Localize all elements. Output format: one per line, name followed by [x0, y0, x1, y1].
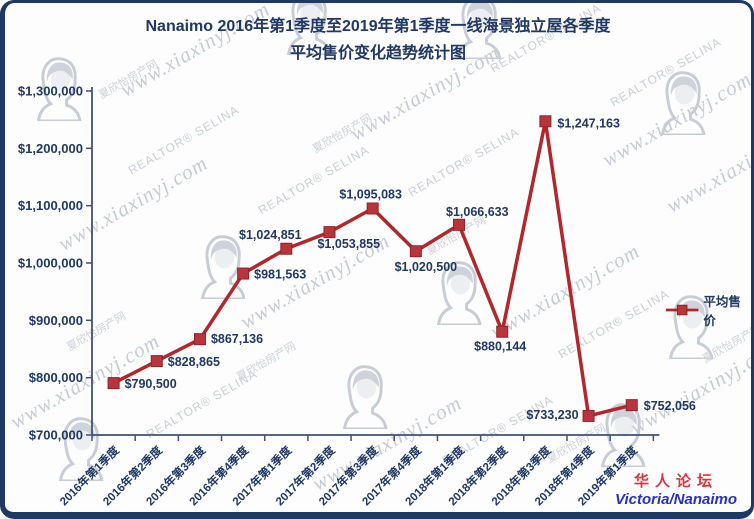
y-axis-tick-label: $800,000: [29, 370, 83, 385]
branding: 华人论坛 Victoria/Nanaimo: [615, 470, 737, 508]
y-axis-tick-label: $1,200,000: [18, 141, 83, 156]
legend-label: 平均售价: [703, 295, 741, 328]
data-point-label: $880,144: [474, 340, 526, 354]
data-point-label: $1,053,855: [317, 237, 380, 251]
data-point-label: $981,563: [254, 268, 306, 282]
data-point-label: $752,056: [644, 399, 696, 413]
data-point-marker: [625, 399, 638, 412]
data-point-marker: [582, 409, 595, 422]
y-axis-tick-label: $700,000: [29, 428, 83, 443]
data-point-marker: [193, 333, 206, 346]
chart-title-line2: 平均售价变化趋势统计图: [289, 45, 466, 62]
data-point-label: $1,024,851: [239, 228, 302, 242]
forum-name: 华人论坛: [634, 474, 719, 490]
data-point-marker: [409, 245, 422, 258]
data-point-label: $1,095,083: [339, 187, 402, 201]
chart-title: Nanaimo 2016年第1季度至2019年第1季度一线海景独立屋各季度 平均…: [5, 13, 751, 67]
price-trend-line: [112, 119, 633, 418]
y-axis-tick-label: $900,000: [29, 313, 83, 328]
data-point-label: $733,230: [526, 408, 578, 422]
data-point-marker: [107, 377, 120, 390]
data-point-label: $867,136: [211, 332, 263, 346]
data-point-label: $828,865: [168, 355, 220, 369]
y-axis-tick-label: $1,100,000: [18, 198, 83, 213]
y-axis-tick-label: $1,000,000: [18, 256, 83, 271]
data-point-marker: [453, 218, 466, 231]
price-trend-chart: $700,000 $800,000 $900,000 $1,000,000 $1,100…: [18, 84, 696, 509]
data-point-marker: [496, 325, 509, 338]
legend-line-marker-icon: [665, 304, 699, 316]
y-axis-tick-label: $1,300,000: [18, 84, 83, 99]
data-point-marker: [150, 355, 163, 368]
data-point-marker: [237, 267, 250, 280]
forum-region: Victoria/Nanaimo: [615, 491, 737, 508]
data-point-marker: [323, 226, 336, 239]
data-point-marker: [539, 115, 552, 128]
chart-title-line1: Nanaimo 2016年第1季度至2019年第1季度一线海景独立屋各季度: [145, 18, 611, 35]
data-point-label: $1,247,163: [557, 116, 620, 130]
legend: 平均售价: [665, 291, 751, 329]
data-point-marker: [280, 242, 293, 255]
data-point-marker: [366, 202, 379, 215]
data-point-label: $790,500: [125, 377, 177, 391]
data-point-label: $1,066,633: [446, 205, 509, 219]
data-point-label: $1,020,500: [395, 260, 458, 274]
